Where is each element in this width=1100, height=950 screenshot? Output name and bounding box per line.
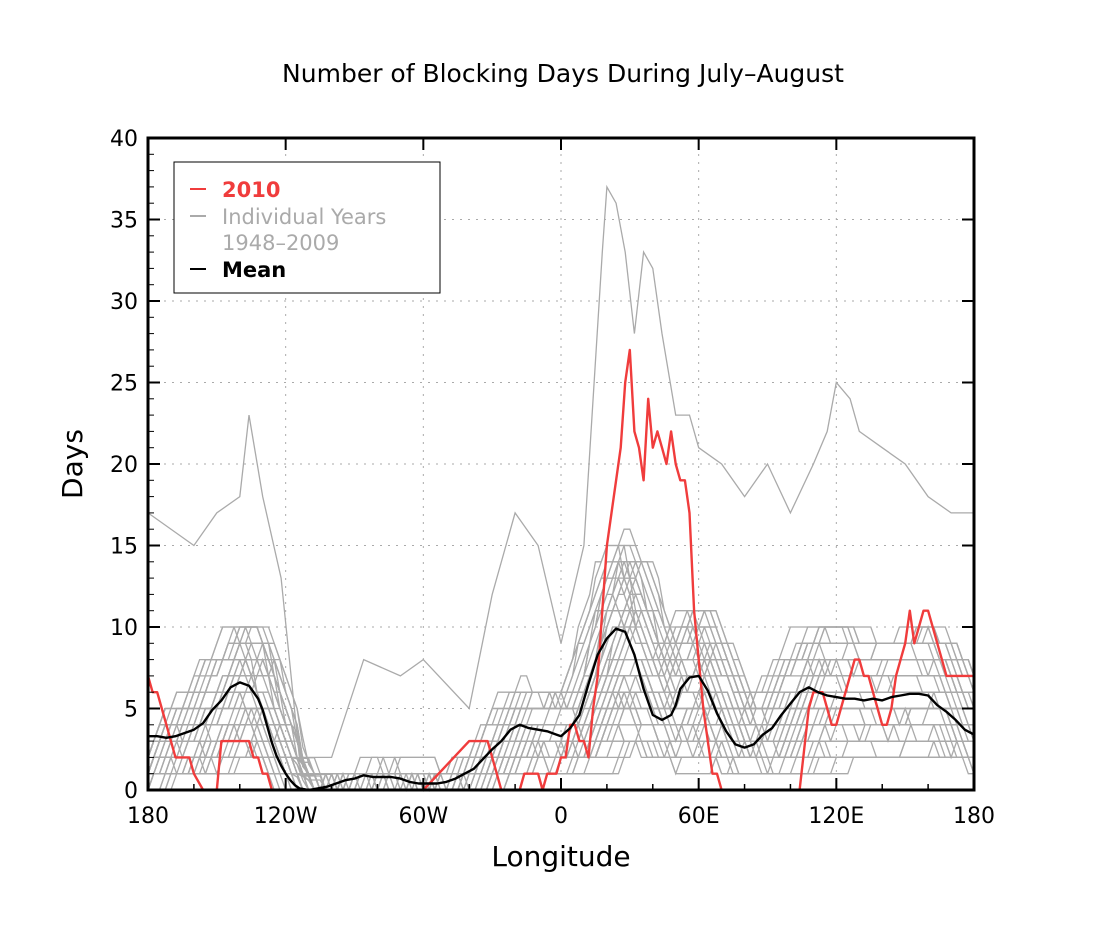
individual-year-line — [148, 724, 974, 791]
y-tick-label: 5 — [124, 698, 138, 723]
x-tick-label: 120W — [254, 804, 318, 829]
x-tick-label: 0 — [554, 804, 568, 829]
y-tick-label: 40 — [110, 127, 138, 152]
x-tick-label: 180 — [953, 804, 995, 829]
legend-box — [173, 161, 441, 294]
individual-year-envelope-line — [147, 184, 974, 759]
x-tick-label: 180 — [127, 804, 169, 829]
series-line-2010 — [146, 348, 974, 792]
individual-year-line — [147, 544, 975, 791]
individual-year-line — [147, 658, 974, 791]
legend-label-mean: Mean — [222, 258, 286, 282]
legend-label-2010: 2010 — [222, 178, 280, 202]
y-tick-labels: 0 5 10 15 20 25 30 35 40 — [110, 127, 138, 804]
legend-label-individual-years-range: 1948–2009 — [222, 231, 339, 255]
y-tick-label: 10 — [110, 616, 138, 641]
y-tick-label: 15 — [110, 535, 138, 560]
x-tick-label: 60E — [678, 804, 720, 829]
x-axis-label: Longitude — [491, 840, 630, 873]
x-tick-label: 120E — [808, 804, 864, 829]
y-tick-label: 0 — [124, 779, 138, 804]
series-line-mean — [148, 627, 975, 792]
chart-title: Number of Blocking Days During July–Augu… — [282, 59, 844, 88]
x-tick-label: 60W — [398, 804, 448, 829]
y-axis-label: Days — [56, 429, 89, 499]
y-tick-label: 30 — [110, 290, 138, 315]
axis-ticks — [147, 137, 975, 791]
legend: 2010 Individual Years 1948–2009 Mean — [173, 161, 441, 294]
y-tick-label: 20 — [110, 453, 138, 478]
legend-label-individual-years: Individual Years — [222, 205, 386, 229]
y-tick-label: 25 — [110, 372, 138, 397]
series-lines — [146, 348, 975, 792]
y-tick-label: 35 — [110, 209, 138, 234]
x-tick-labels: 180 120W 60W 0 60E 120E 180 — [127, 804, 995, 829]
